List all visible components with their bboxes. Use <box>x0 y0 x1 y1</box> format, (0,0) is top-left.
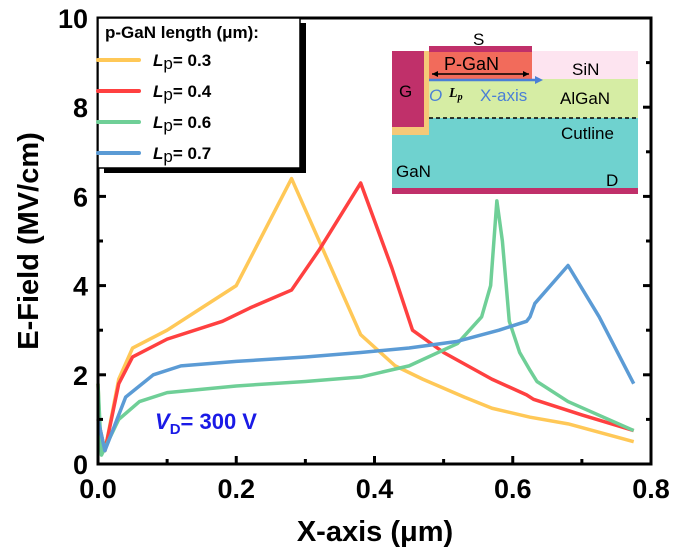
series-line-3 <box>96 263 636 453</box>
inset-lp-label: Lp <box>448 86 463 103</box>
y-tick-label: 8 <box>73 93 88 123</box>
inset-drain-label: D <box>606 171 618 190</box>
ticks-group: 0.0 0.2 0.4 0.6 0.8 0 2 4 6 8 10 <box>58 4 670 504</box>
x-axis-label: X-axis (μm) <box>297 516 453 548</box>
vd-annotation: VD= 300 V <box>155 409 257 438</box>
inset-gate-label: G <box>399 82 412 101</box>
y-tick-label: 6 <box>73 182 88 212</box>
series-line-0 <box>96 176 635 453</box>
x-tick-label: 0.6 <box>494 474 532 504</box>
inset-source-label: S <box>473 30 484 49</box>
drain-contact <box>392 188 638 194</box>
y-tick-label: 0 <box>73 450 88 480</box>
legend-label-3: Lp= 0.7 <box>153 144 211 166</box>
legend-label-2: Lp= 0.6 <box>153 113 211 135</box>
series-line-1 <box>96 181 635 453</box>
gate-metal <box>392 51 424 127</box>
legend-label-0: Lp= 0.3 <box>153 51 211 73</box>
sin-layer <box>530 51 638 79</box>
device-inset: S P-GaN SiN G O Lp X-axis AlGaN Cutline … <box>392 30 638 194</box>
inset-xaxis-label: X-axis <box>480 86 527 105</box>
legend: p-GaN length (μm): Lp= 0.3 Lp= 0.4 Lp= 0.6… <box>96 17 306 173</box>
y-tick-label: 10 <box>58 4 88 34</box>
inset-cutline-label: Cutline <box>561 124 614 143</box>
y-tick-label: 4 <box>73 272 88 302</box>
algan-layer <box>428 78 638 118</box>
y-axis-label: E-Field (MV/cm) <box>13 132 45 350</box>
inset-algan-label: AlGaN <box>560 89 610 108</box>
inset-pgan-label: P-GaN <box>444 54 499 74</box>
series-line-2 <box>96 199 635 457</box>
series-group <box>96 176 636 457</box>
inset-origin-label: O <box>429 86 442 105</box>
inset-gan-label: GaN <box>396 162 431 181</box>
x-tick-label: 0.4 <box>356 474 394 504</box>
source-contact <box>429 46 532 52</box>
x-tick-label: 0.2 <box>217 474 255 504</box>
y-tick-label: 2 <box>73 361 88 391</box>
legend-title: p-GaN length (μm): <box>105 23 259 42</box>
x-tick-label: 0.8 <box>632 474 670 504</box>
legend-label-1: Lp= 0.4 <box>153 82 212 104</box>
inset-sin-label: SiN <box>572 60 599 79</box>
plot-frame <box>96 16 653 466</box>
x-tick-label: 0.0 <box>79 474 117 504</box>
x-axis-arrowhead <box>535 76 543 84</box>
